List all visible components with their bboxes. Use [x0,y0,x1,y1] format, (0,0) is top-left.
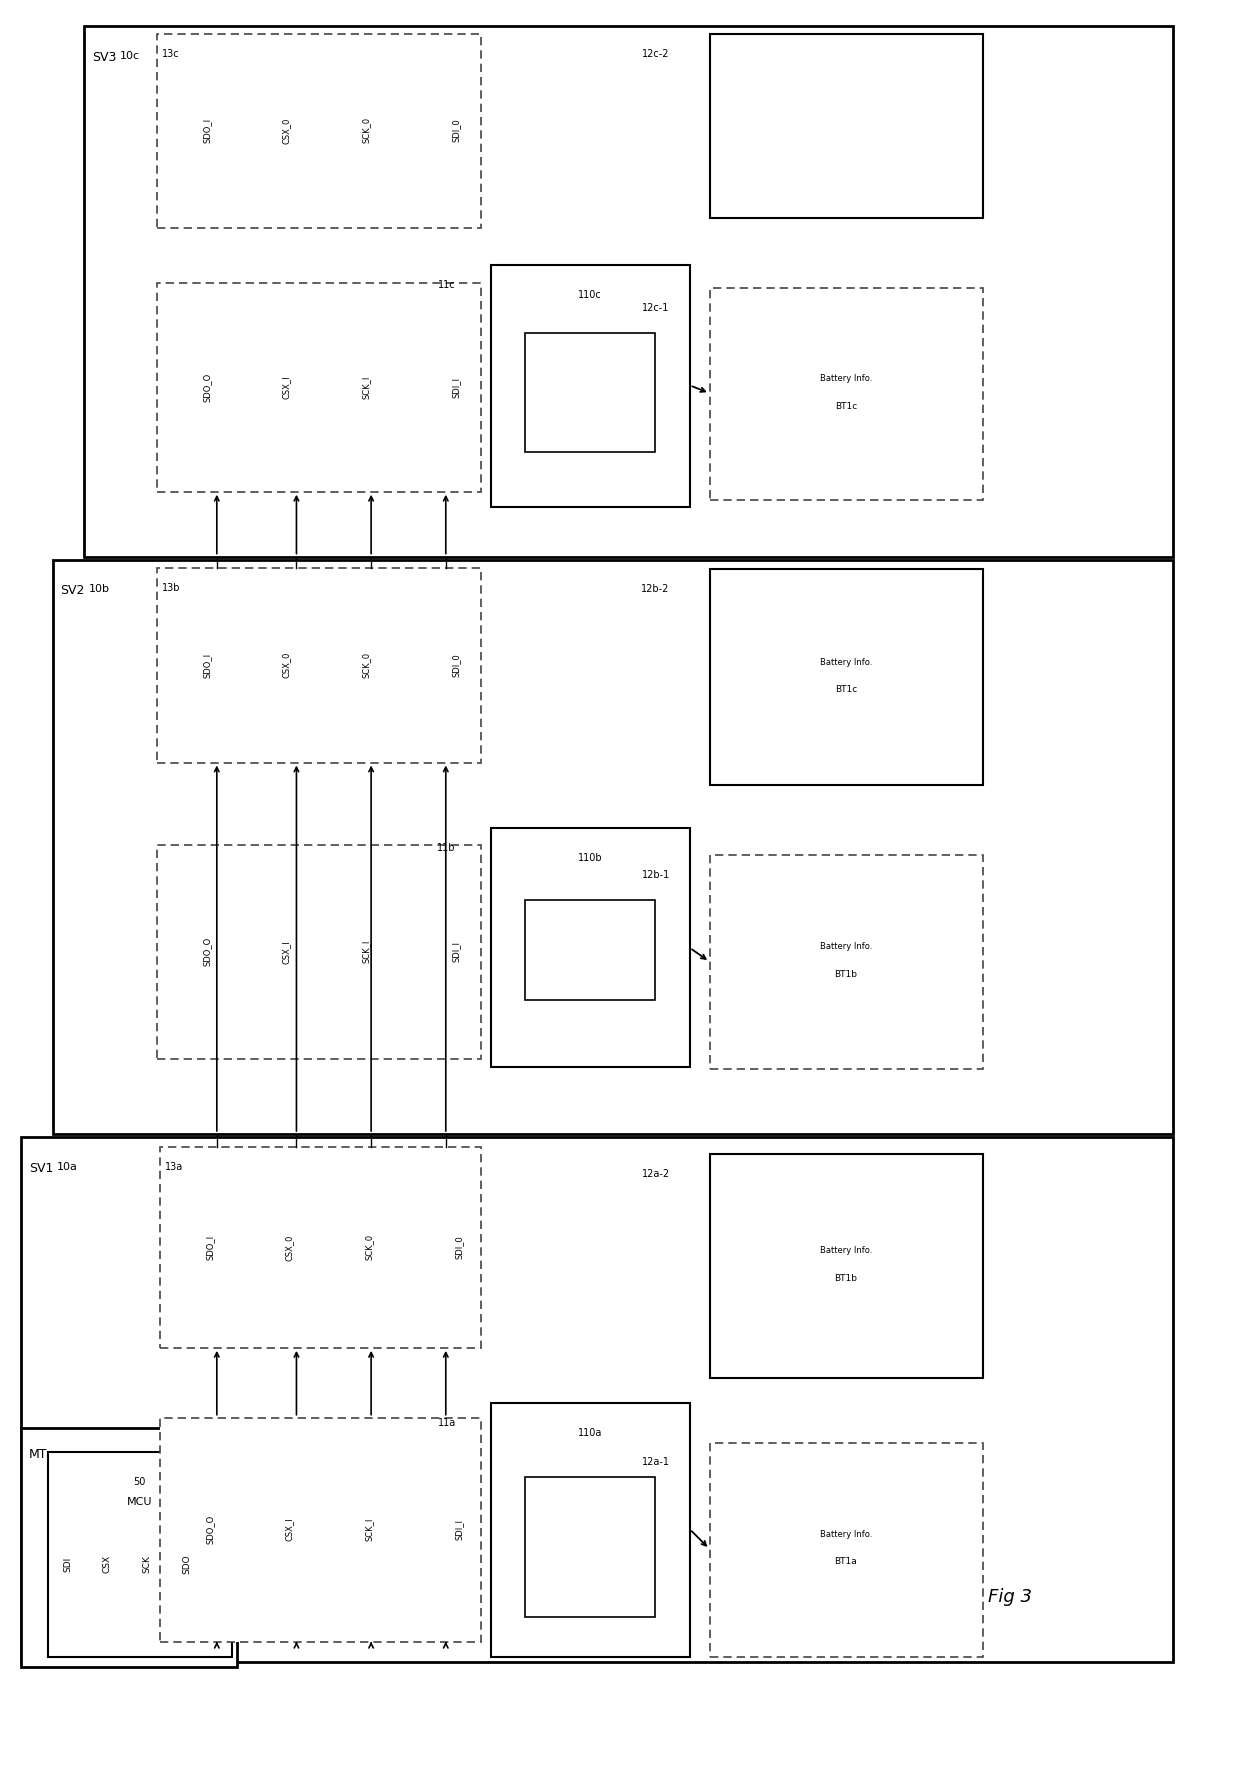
Bar [709,855,983,1070]
Text: SDI_0: SDI_0 [451,118,460,143]
Text: 10a: 10a [57,1161,77,1172]
Bar [157,34,481,229]
Text: 12c-2: 12c-2 [642,48,670,59]
Text: SCK: SCK [143,1556,151,1573]
Bar [157,282,481,491]
Text: SDI_I: SDI_I [451,377,460,398]
Text: SCK_I: SCK_I [362,939,371,963]
Text: SDO_I: SDO_I [206,1234,215,1259]
Text: 110a: 110a [578,1427,603,1438]
Text: SDO_I: SDO_I [202,652,211,677]
Text: Battery Info.: Battery Info. [820,943,872,952]
Text: 10b: 10b [88,584,109,595]
Text: 13c: 13c [162,48,180,59]
Bar [157,845,481,1059]
Text: SCK_0: SCK_0 [362,652,371,679]
Bar [21,1138,1173,1661]
Text: SDI_I: SDI_I [451,941,460,963]
Text: 11b: 11b [438,843,456,854]
Bar [84,27,1173,557]
Text: Battery Info.: Battery Info. [820,373,872,382]
Text: 13a: 13a [165,1161,184,1172]
Text: MT: MT [29,1447,47,1461]
Bar [491,829,689,1068]
Text: SDO_O: SDO_O [202,938,211,966]
Text: 11a: 11a [438,1418,456,1427]
Text: SCK_I: SCK_I [365,1518,373,1541]
Bar [52,559,1173,1134]
Bar [491,1402,689,1657]
Text: CSX: CSX [103,1556,112,1573]
Text: Battery Info.: Battery Info. [820,657,872,666]
Text: BT1b: BT1b [835,1273,858,1282]
Bar [526,900,655,1000]
Text: SV3: SV3 [92,50,117,64]
Bar [157,568,481,763]
Text: SV2: SV2 [61,584,84,597]
Bar [160,1418,481,1641]
Text: CSX_I: CSX_I [285,1518,294,1541]
Text: CSX_I: CSX_I [281,375,291,398]
Text: MCU: MCU [126,1497,153,1507]
Text: SDO_O: SDO_O [206,1515,215,1543]
Text: CSX_I: CSX_I [281,939,291,964]
Text: CSX_0: CSX_0 [285,1234,294,1261]
Text: BT1b: BT1b [835,970,858,979]
Text: SDO_I: SDO_I [202,118,211,143]
Bar [526,1477,655,1616]
Text: 110c: 110c [578,289,601,300]
Bar [709,1443,983,1657]
Text: 11c: 11c [438,280,456,289]
Bar [47,1452,232,1657]
Text: BT1a: BT1a [835,1557,857,1566]
Bar [526,332,655,452]
Bar [709,288,983,500]
Bar [491,264,689,507]
Text: Battery Info.: Battery Info. [820,1529,872,1538]
Bar [709,34,983,218]
Text: 12c-1: 12c-1 [642,302,670,313]
Text: SCK_0: SCK_0 [365,1234,373,1261]
Text: 12b-2: 12b-2 [641,584,670,595]
Bar [709,570,983,786]
Text: 50: 50 [133,1477,145,1488]
Bar [160,1147,481,1348]
Text: Fig 3: Fig 3 [988,1588,1033,1606]
Text: CSX_0: CSX_0 [281,652,291,679]
Text: 110b: 110b [578,854,603,863]
Text: SV1: SV1 [29,1161,53,1175]
Text: 13b: 13b [162,584,181,593]
Text: SCK_0: SCK_0 [362,118,371,143]
Text: SDI: SDI [63,1556,72,1572]
Text: 12b-1: 12b-1 [641,870,670,880]
Text: BT1c: BT1c [835,402,857,411]
Bar [21,1427,237,1666]
Text: SDI_I: SDI_I [454,1518,464,1540]
Text: SDI_0: SDI_0 [454,1236,464,1259]
Bar [709,1154,983,1377]
Text: SDO_O: SDO_O [202,373,211,402]
Text: Battery Info.: Battery Info. [820,1247,872,1256]
Text: 12a-1: 12a-1 [642,1457,670,1468]
Text: BT1c: BT1c [835,686,857,695]
Text: SDI_0: SDI_0 [451,654,460,677]
Text: SCK_I: SCK_I [362,375,371,398]
Text: 12a-2: 12a-2 [641,1168,670,1179]
Text: SDO: SDO [182,1554,191,1573]
Text: 10c: 10c [120,50,140,61]
Text: CSX_0: CSX_0 [281,118,291,143]
